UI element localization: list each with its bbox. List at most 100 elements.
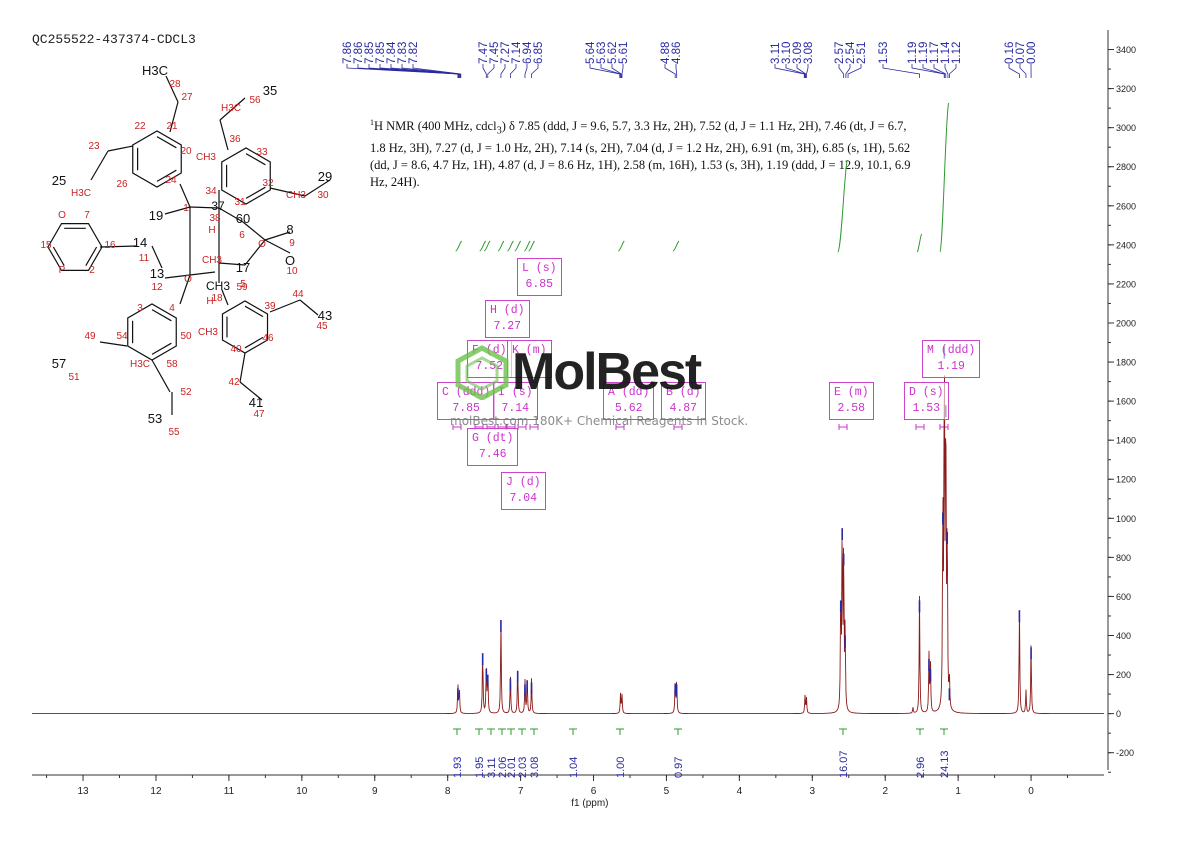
atom-label: 11 xyxy=(139,253,150,264)
x-tick-label: 9 xyxy=(372,786,378,797)
peak-label: 3.11 xyxy=(770,42,782,64)
atom-label: 42 xyxy=(228,377,240,388)
peak-label: 0.16 xyxy=(1004,42,1016,64)
atom-label: 38 xyxy=(209,213,221,224)
peak-label-leader xyxy=(944,64,949,78)
multiplet-bracket xyxy=(915,424,925,430)
bond xyxy=(99,245,138,248)
peak-label: 4.88 xyxy=(660,42,672,64)
y-tick-label: 600 xyxy=(1116,592,1131,602)
atom-label: 33 xyxy=(256,147,268,158)
integral-value: 3.11 xyxy=(486,757,498,778)
atom-label: 19 xyxy=(149,208,163,223)
x-tick-label: 7 xyxy=(518,786,524,797)
integral-curve xyxy=(618,240,625,252)
peak-label: 7.45 xyxy=(489,42,501,64)
atom-label: 43 xyxy=(318,308,332,323)
atom-label: 36 xyxy=(229,134,241,145)
peak-label-leader xyxy=(412,64,462,78)
atom-label: 39 xyxy=(264,301,276,312)
bond xyxy=(269,187,306,197)
bond xyxy=(179,183,191,208)
atom-label: H xyxy=(206,296,213,307)
peak-label-leader xyxy=(675,64,678,78)
axes-layer: 13 12 11 10 9 8 7 6 5 4 3 2 1 0-200020040060080010001… xyxy=(32,30,1136,809)
bond xyxy=(151,245,163,269)
atom-label: O xyxy=(58,210,66,221)
multiplet-label: B (d) 4.87 xyxy=(661,382,706,420)
atom-label: O xyxy=(285,253,295,268)
nmr-solvent-sub: 3 xyxy=(496,125,502,137)
multiplet-label: L (s) 6.85 xyxy=(517,258,562,296)
atom-label: 30 xyxy=(317,190,329,201)
bond xyxy=(151,359,171,393)
bond xyxy=(218,207,244,223)
peak-label: 7.86 xyxy=(342,42,354,64)
bond xyxy=(219,97,246,121)
atom-label: 9 xyxy=(289,238,295,249)
atom-label: 50 xyxy=(180,331,192,342)
peak-label-leader xyxy=(621,64,624,78)
integral-value: 16.07 xyxy=(838,750,850,778)
bond xyxy=(99,341,128,347)
benzene-ring xyxy=(221,147,271,205)
x-tick-label: 10 xyxy=(296,786,308,797)
x-tick-label: 12 xyxy=(150,786,162,797)
x-axis-label: f1 (ppm) xyxy=(571,798,608,809)
atom-label: O xyxy=(258,239,266,250)
peak-label-leader xyxy=(664,64,676,78)
y-tick-label: 3200 xyxy=(1116,84,1136,94)
nmr-description: 1H NMR (400 MHz, cdcl3) δ 7.85 (ddd, J =… xyxy=(370,114,915,191)
multiplet-label: D (s) 1.53 xyxy=(904,382,949,420)
atom-label: 47 xyxy=(253,409,265,420)
atom-label: 23 xyxy=(88,141,100,152)
atom-label: CH3 xyxy=(202,255,222,266)
peak-label-leader xyxy=(922,64,945,78)
y-tick-label: 2200 xyxy=(1116,279,1136,289)
peak-label: 1.19 xyxy=(918,42,930,64)
integral-value: 0.97 xyxy=(673,757,685,778)
peak-label-leader xyxy=(509,64,517,78)
atom-label: 1 xyxy=(183,203,189,214)
double-bond xyxy=(151,342,172,355)
atom-label: 35 xyxy=(263,83,277,98)
atom-label: CH3 xyxy=(198,327,218,338)
bond xyxy=(189,271,216,276)
integral-value: 2.03 xyxy=(517,757,529,778)
x-tick-label: 11 xyxy=(224,786,235,797)
atom-label: 6 xyxy=(239,230,245,241)
atom-label: 12 xyxy=(151,282,163,293)
atom-label: H3C xyxy=(221,103,241,114)
peak-label: 5.62 xyxy=(607,42,619,64)
benzene-ring xyxy=(221,300,269,354)
y-tick-label: 800 xyxy=(1116,553,1131,563)
peak-label-leader xyxy=(806,64,809,78)
peak-label-leader xyxy=(524,64,528,78)
double-bond xyxy=(52,246,65,267)
x-tick-label: 8 xyxy=(445,786,451,797)
double-bond xyxy=(85,246,98,267)
peak-label-leader xyxy=(1008,64,1020,78)
peak-label: 4.86 xyxy=(671,42,683,64)
peak-label-leader xyxy=(774,64,805,78)
y-tick-label: 2600 xyxy=(1116,201,1136,211)
integral-value: 1.00 xyxy=(615,757,627,778)
bond xyxy=(299,299,319,316)
atom-label: 34 xyxy=(205,186,217,197)
peak-label: 0.07 xyxy=(1015,42,1027,64)
multiplet-bracket xyxy=(615,424,625,430)
nmr-body: ) δ 7.85 (ddd, J = 9.6, 5.7, 3.3 Hz, 2H)… xyxy=(370,119,911,189)
double-bond xyxy=(245,153,266,166)
peak-label: 5.64 xyxy=(585,41,597,64)
peak-label: 3.08 xyxy=(803,42,815,64)
atom-label: 45 xyxy=(316,321,328,332)
peak-label-leader xyxy=(589,64,621,78)
multiplet-bracket xyxy=(673,424,683,430)
atom-label: CH3 xyxy=(206,279,230,293)
peak-label-leader xyxy=(390,64,460,78)
peak-label: 5.61 xyxy=(618,42,630,64)
atom-label: 51 xyxy=(68,372,80,383)
